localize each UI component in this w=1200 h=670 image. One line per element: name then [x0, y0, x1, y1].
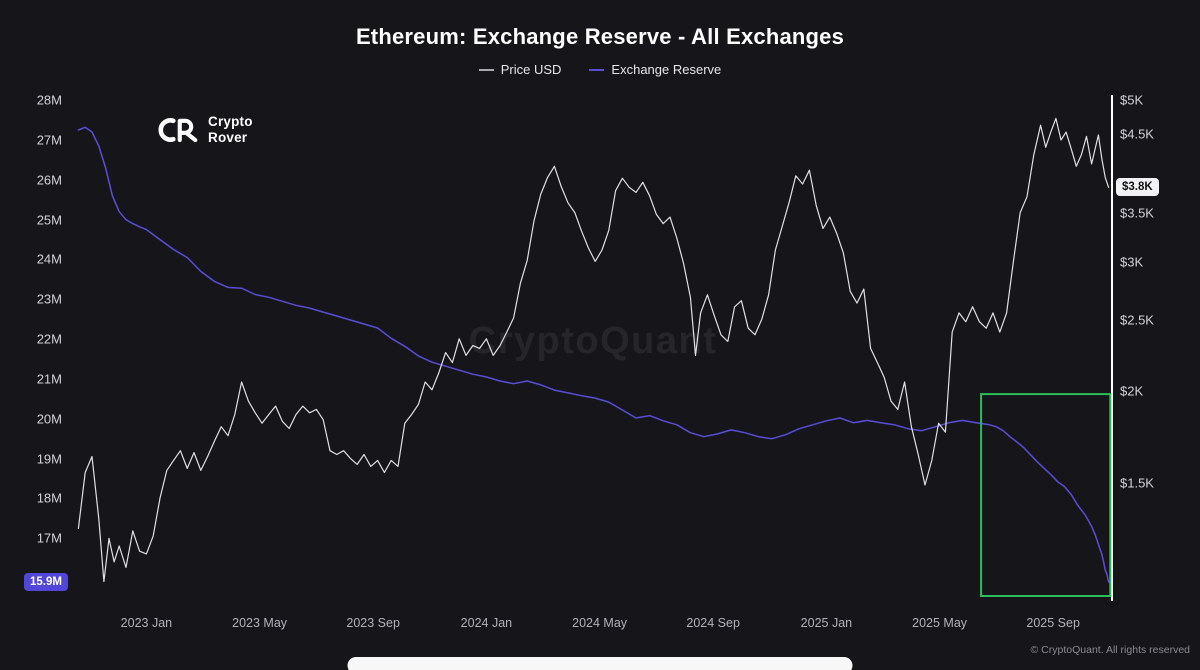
price-current-value-badge: $3.8K	[1116, 178, 1159, 197]
x-axis-tick: 2025 Jan	[800, 616, 853, 630]
brand-name-line2: Rover	[208, 130, 248, 145]
left-axis-tick: 28M	[36, 92, 62, 108]
x-axis-tick: 2023 Sep	[346, 616, 400, 630]
reserve-drop-highlight-box	[980, 393, 1112, 597]
x-axis-tick: 2025 May	[912, 616, 968, 630]
right-axis-tick: $1.5K	[1120, 475, 1154, 491]
legend-label-price: Price USD	[500, 62, 562, 77]
left-axis-tick: 17M	[36, 530, 62, 546]
left-axis-tick: 27M	[36, 132, 62, 148]
left-axis-tick: 22M	[36, 331, 62, 347]
legend-item-price[interactable]: Price USD	[478, 62, 562, 77]
right-y-axis: $5K $4.5K $3.5K $3K $2.5K $2K $1.5K	[1120, 0, 1198, 670]
exchange-reserve-line	[77, 126, 1110, 583]
copyright-notice: © CryptoQuant. All rights reserved	[1030, 644, 1190, 656]
x-axis-tick: 2024 May	[572, 616, 628, 630]
reserve-current-value-badge: 15.9M	[24, 573, 68, 592]
legend-label-reserve: Exchange Reserve	[611, 62, 722, 77]
left-y-axis: 28M 27M 26M 25M 24M 23M 22M 21M 20M 19M 18M 17M	[0, 0, 66, 670]
left-axis-tick: 21M	[36, 371, 62, 387]
crypto-rover-logo-icon	[158, 118, 198, 143]
legend-item-reserve[interactable]: Exchange Reserve	[589, 62, 721, 77]
crypto-rover-logo: Crypto Rover	[155, 113, 253, 147]
left-axis-tick: 25M	[36, 212, 62, 228]
left-axis-tick: 26M	[36, 172, 62, 188]
reserve-line-swatch-icon	[589, 68, 605, 71]
left-axis-tick: 24M	[36, 251, 62, 267]
right-axis-tick: $3.5K	[1120, 205, 1154, 221]
price-usd-line	[77, 117, 1110, 583]
x-axis-tick: 2024 Jan	[460, 616, 513, 630]
right-axis-tick: $3K	[1120, 254, 1144, 270]
left-axis-tick: 23M	[36, 291, 62, 307]
left-axis-tick: 19M	[36, 451, 62, 467]
price-line-swatch-icon	[478, 68, 494, 71]
left-axis-tick: 18M	[36, 490, 62, 506]
x-axis-tick: 2023 May	[232, 616, 288, 630]
right-axis-tick: $4.5K	[1120, 126, 1154, 142]
x-axis: 2023 Jan 2023 May 2023 Sep 2024 Jan 2024 May…	[0, 616, 1200, 638]
x-axis-tick: 2024 Sep	[686, 616, 740, 630]
x-axis-tick: 2023 Jan	[120, 616, 173, 630]
right-axis-tick: $2K	[1120, 383, 1144, 399]
left-axis-tick: 20M	[36, 411, 62, 427]
right-axis-tick: $5K	[1120, 92, 1144, 108]
brand-name-line1: Crypto	[208, 114, 253, 130]
right-axis-tick: $2.5K	[1120, 312, 1154, 328]
legend: Price USD Exchange Reserve	[0, 62, 1200, 77]
chart-title: Ethereum: Exchange Reserve - All Exchang…	[355, 24, 845, 49]
x-axis-tick: 2025 Sep	[1026, 616, 1080, 630]
home-indicator-bar	[347, 657, 853, 670]
